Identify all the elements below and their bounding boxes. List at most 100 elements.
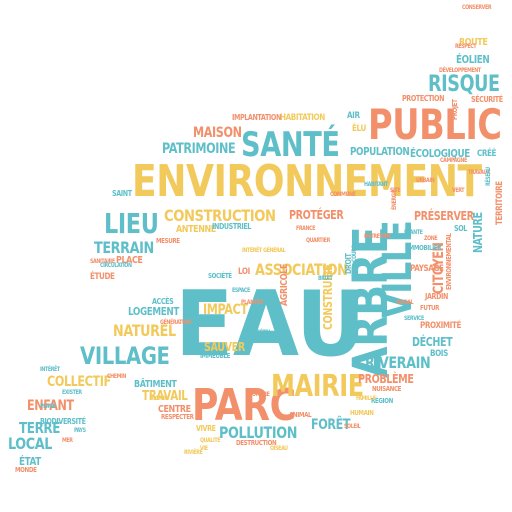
word-public: PUBLIC bbox=[368, 100, 502, 149]
word-terrain: TERRAIN bbox=[94, 238, 154, 257]
word-vert: VERT bbox=[452, 187, 465, 194]
word-association: ASSOCIATION bbox=[255, 260, 348, 279]
word-riviere: RIVIÈRE bbox=[184, 449, 203, 456]
word-service: SERVICE bbox=[404, 315, 424, 322]
word-village: VILLAGE bbox=[80, 342, 170, 370]
word-humain: HUMAIN bbox=[350, 409, 374, 417]
word-exister: EXISTER bbox=[62, 389, 82, 396]
word-animal: ANIMAL bbox=[289, 411, 312, 419]
word-vie: VIE bbox=[200, 445, 208, 452]
word-construction: CONSTRUCTION bbox=[164, 206, 276, 225]
word-place: PLACE bbox=[116, 255, 143, 266]
word-avenir: AVENIR bbox=[150, 395, 168, 402]
word-protection: PROTECTION bbox=[402, 94, 445, 103]
word-ecologique: ÉCOLOGIQUE bbox=[410, 147, 470, 160]
word-centre: CENTRE bbox=[158, 404, 191, 415]
word-environnement: ENVIRONNEMENT bbox=[132, 156, 482, 207]
word-commune: COMMUNE bbox=[330, 191, 356, 198]
word-generation: GÉNÉRATION bbox=[160, 319, 191, 326]
word-france: FRANCE bbox=[296, 225, 316, 232]
word-habitant: HABITANT bbox=[364, 181, 388, 188]
word-pays: PAYS bbox=[74, 427, 86, 434]
word-urbain: URBAIN bbox=[416, 177, 435, 184]
word-bois: BOIS bbox=[430, 349, 448, 359]
word-mesure: MESURE bbox=[156, 237, 180, 245]
word-plante: PLANTE bbox=[404, 229, 423, 236]
word-zone: ZONE bbox=[424, 235, 438, 242]
word-industriel: INDUSTRIEL bbox=[212, 222, 251, 231]
word-air: AIR bbox=[347, 111, 360, 121]
word-monde: MONDE bbox=[15, 466, 37, 474]
word-naturel: NATUREL bbox=[113, 321, 176, 340]
word-proteger: PROTÉGER bbox=[289, 208, 344, 222]
word-quartier: QUARTIER bbox=[306, 237, 330, 244]
word-eolien: ÉOLIEN bbox=[456, 53, 490, 66]
word-respect: RESPECT bbox=[455, 43, 477, 50]
word-preserver: PRÉSERVER bbox=[414, 209, 474, 223]
word-travail: TRAVAIL bbox=[142, 389, 188, 404]
word-reseau: RÉSEAU bbox=[485, 167, 492, 186]
word-projet: PROJET bbox=[451, 99, 459, 120]
word-site: SITE bbox=[390, 187, 401, 194]
word-probleme: PROBLÈME bbox=[358, 372, 414, 386]
word-plage: PLAGE bbox=[40, 403, 56, 410]
word-vegetal: VÉGÉTAL bbox=[250, 329, 272, 336]
word-enfant: ENFANT bbox=[27, 398, 74, 414]
word-mairie: MAIRIE bbox=[271, 369, 364, 404]
word-route: ROUTE bbox=[459, 37, 488, 48]
word-etude: ÉTUDE bbox=[90, 272, 115, 282]
word-nature: NATURE bbox=[471, 212, 485, 253]
word-interet-general: INTÉRÊT GÉNÉRAL bbox=[242, 247, 286, 254]
word-sante: SANTÉ bbox=[241, 125, 340, 165]
word-chemin: CHEMIN bbox=[107, 373, 126, 380]
word-oiseau: OISEAU bbox=[270, 445, 288, 452]
word-qualite: QUALITÉ bbox=[200, 437, 221, 444]
word-travaux: TRAVAUX bbox=[468, 169, 491, 176]
word-famille: FAMILLE bbox=[356, 395, 376, 402]
word-riverain: RIVERAIN bbox=[365, 353, 431, 372]
word-immeuble: IMMEUBLE bbox=[200, 352, 231, 360]
word-saint: SAINT bbox=[112, 189, 132, 198]
word-foret: FORÊT bbox=[311, 417, 351, 433]
word-droit: DROIT bbox=[344, 253, 353, 274]
word-circulation: CIRCULATION bbox=[100, 262, 132, 269]
word-bruit: BRUIT bbox=[318, 275, 333, 282]
word-eau: EAU bbox=[175, 272, 365, 377]
word-proximite: PROXIMITÉ bbox=[420, 321, 461, 331]
word-nuisance: NUISANCE bbox=[372, 385, 402, 393]
word-local: LOCAL bbox=[8, 434, 53, 453]
word-cree: CRÉÉ bbox=[477, 149, 497, 159]
word-social: SOCIAL bbox=[396, 299, 414, 306]
word-mer: MER bbox=[62, 437, 73, 444]
word-vivre: VIVRE bbox=[196, 424, 216, 433]
word-elu: ÉLU bbox=[352, 124, 366, 134]
word-maison: MAISON bbox=[193, 125, 242, 141]
word-respecter: RESPECTER bbox=[161, 413, 194, 421]
word-region: RÉGION bbox=[371, 397, 393, 405]
word-futur: FUTUR bbox=[420, 304, 440, 312]
word-destruction: DESTRUCTION bbox=[236, 439, 277, 447]
word-lieu: LIEU bbox=[104, 207, 159, 240]
word-soleil: SOLEIL bbox=[344, 423, 361, 430]
word-paysage: PAYSAGE bbox=[410, 264, 444, 274]
word-territoire: TERRITOIRE bbox=[495, 181, 505, 225]
word-espace: ESPACE bbox=[232, 287, 250, 294]
word-campagne: CAMPAGNE bbox=[440, 157, 467, 164]
word-ombre: OMBRE bbox=[252, 391, 270, 398]
word-antenne: ANTENNE bbox=[176, 224, 216, 235]
word-collectif: COLLECTIF bbox=[47, 374, 111, 390]
word-population: POPULATION bbox=[350, 145, 410, 158]
word-acces: ACCÈS bbox=[152, 297, 174, 306]
word-sanitaire: SANITAIRE bbox=[90, 258, 115, 265]
word-pollution: POLLUTION bbox=[219, 423, 297, 442]
word-immobilier: IMMOBILIER bbox=[407, 244, 442, 252]
word-environnemental: ENVIRONNEMENTAL bbox=[445, 233, 453, 290]
word-batiment: BÂTIMENT bbox=[134, 379, 177, 390]
word-entretien: ENTRETIEN bbox=[364, 233, 391, 240]
word-parc: PARC bbox=[192, 380, 296, 431]
word-societe: SOCIÉTÉ bbox=[208, 272, 232, 280]
word-developpement: DÉVELOPPEMENT bbox=[439, 67, 481, 74]
word-securite: SÉCURITÉ bbox=[471, 95, 503, 104]
word-conserver: CONSERVER bbox=[462, 4, 492, 11]
